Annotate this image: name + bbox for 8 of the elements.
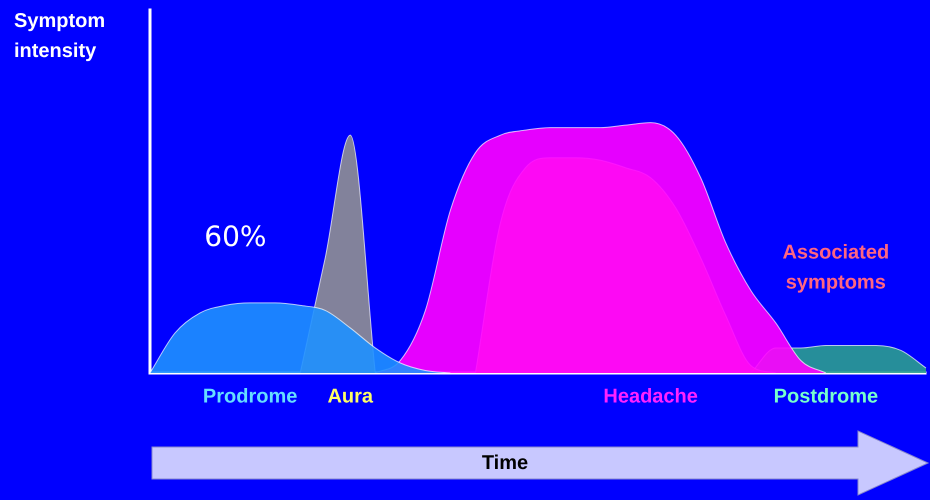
- annotation: 60%: [204, 220, 266, 253]
- y-axis-title: Symptom intensity: [14, 9, 106, 64]
- x-axis-title: Time: [480, 451, 530, 476]
- series-label: Postdrome: [774, 386, 878, 408]
- series-label: Headache: [603, 386, 698, 408]
- series-label: Aura: [327, 386, 374, 408]
- series-label: Prodrome: [202, 386, 298, 408]
- text: Associated symptoms: [782, 241, 890, 294]
